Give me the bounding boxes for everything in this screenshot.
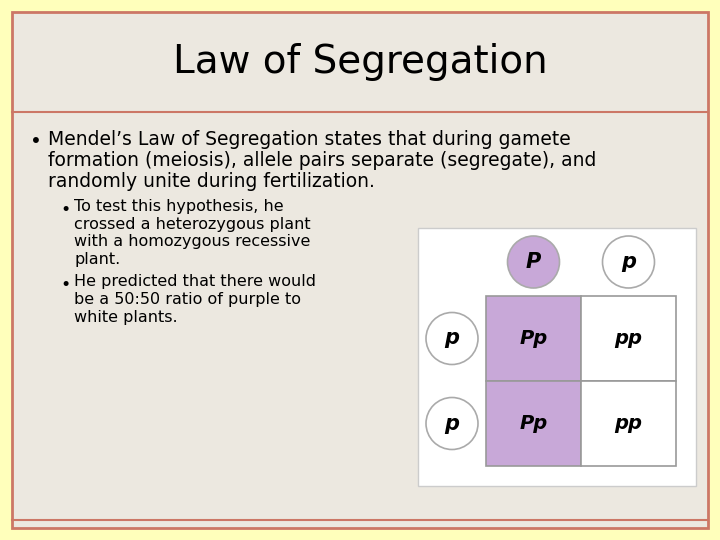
Circle shape [603, 236, 654, 288]
Text: p: p [621, 252, 636, 272]
Text: To test this hypothesis, he: To test this hypothesis, he [74, 199, 284, 214]
Bar [581, 381, 676, 466]
Text: plant.: plant. [74, 252, 120, 267]
Text: white plants.: white plants. [74, 310, 178, 325]
Text: •: • [30, 132, 42, 151]
Text: P: P [526, 252, 541, 272]
Text: p: p [444, 328, 459, 348]
Circle shape [426, 313, 478, 364]
Text: He predicted that there would: He predicted that there would [74, 274, 316, 289]
Text: pp: pp [614, 329, 642, 348]
Text: randomly unite during fertilization.: randomly unite during fertilization. [48, 172, 375, 191]
Text: pp: pp [614, 414, 642, 433]
Text: Pp: Pp [519, 329, 548, 348]
Bar [486, 296, 581, 381]
Text: Mendel’s Law of Segregation states that during gamete: Mendel’s Law of Segregation states that … [48, 130, 571, 149]
Bar [486, 381, 581, 466]
Text: formation (meiosis), allele pairs separate (segregate), and: formation (meiosis), allele pairs separa… [48, 151, 596, 170]
Text: •: • [60, 276, 71, 294]
Text: crossed a heterozygous plant: crossed a heterozygous plant [74, 217, 310, 232]
Bar [418, 228, 696, 486]
Circle shape [426, 397, 478, 449]
Bar [581, 296, 676, 381]
Circle shape [508, 236, 559, 288]
Text: p: p [444, 414, 459, 434]
Text: with a homozygous recessive: with a homozygous recessive [74, 234, 310, 249]
Text: Law of Segregation: Law of Segregation [173, 43, 547, 81]
Text: •: • [60, 201, 71, 219]
Text: be a 50:50 ratio of purple to: be a 50:50 ratio of purple to [74, 292, 301, 307]
Text: Pp: Pp [519, 414, 548, 433]
